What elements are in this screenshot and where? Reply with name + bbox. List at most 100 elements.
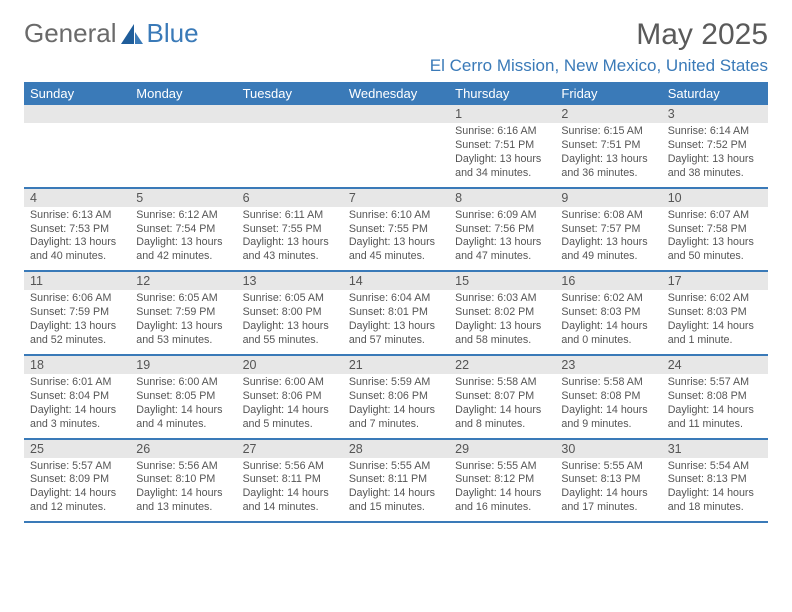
day-body: Sunrise: 6:04 AMSunset: 8:01 PMDaylight:… bbox=[343, 290, 449, 354]
sunset-text: Sunset: 8:11 PM bbox=[349, 473, 443, 487]
calendar-day-cell: 20Sunrise: 6:00 AMSunset: 8:06 PMDayligh… bbox=[237, 355, 343, 439]
calendar-day-cell: 1Sunrise: 6:16 AMSunset: 7:51 PMDaylight… bbox=[449, 105, 555, 188]
calendar-day-cell: 14Sunrise: 6:04 AMSunset: 8:01 PMDayligh… bbox=[343, 271, 449, 355]
day-body: Sunrise: 5:58 AMSunset: 8:07 PMDaylight:… bbox=[449, 374, 555, 438]
day-body bbox=[130, 123, 236, 183]
day-number: 31 bbox=[662, 440, 768, 458]
day-number: 9 bbox=[555, 189, 661, 207]
daylight-text: Daylight: 13 hours and 40 minutes. bbox=[30, 236, 124, 264]
daylight-text: Daylight: 14 hours and 1 minute. bbox=[668, 320, 762, 348]
sunrise-text: Sunrise: 5:57 AM bbox=[668, 376, 762, 390]
calendar-day-cell: 30Sunrise: 5:55 AMSunset: 8:13 PMDayligh… bbox=[555, 439, 661, 523]
day-number: 23 bbox=[555, 356, 661, 374]
daylight-text: Daylight: 14 hours and 13 minutes. bbox=[136, 487, 230, 515]
day-body: Sunrise: 6:02 AMSunset: 8:03 PMDaylight:… bbox=[555, 290, 661, 354]
day-number bbox=[130, 105, 236, 123]
sunrise-text: Sunrise: 6:02 AM bbox=[561, 292, 655, 306]
sunset-text: Sunset: 7:52 PM bbox=[668, 139, 762, 153]
daylight-text: Daylight: 13 hours and 47 minutes. bbox=[455, 236, 549, 264]
calendar-day-cell: 28Sunrise: 5:55 AMSunset: 8:11 PMDayligh… bbox=[343, 439, 449, 523]
day-number: 10 bbox=[662, 189, 768, 207]
sunrise-text: Sunrise: 5:55 AM bbox=[455, 460, 549, 474]
sunset-text: Sunset: 7:55 PM bbox=[349, 223, 443, 237]
calendar-day-cell: 11Sunrise: 6:06 AMSunset: 7:59 PMDayligh… bbox=[24, 271, 130, 355]
day-body: Sunrise: 5:54 AMSunset: 8:13 PMDaylight:… bbox=[662, 458, 768, 522]
day-body: Sunrise: 6:09 AMSunset: 7:56 PMDaylight:… bbox=[449, 207, 555, 271]
daylight-text: Daylight: 13 hours and 42 minutes. bbox=[136, 236, 230, 264]
sunset-text: Sunset: 7:56 PM bbox=[455, 223, 549, 237]
sunset-text: Sunset: 7:51 PM bbox=[561, 139, 655, 153]
day-body: Sunrise: 5:55 AMSunset: 8:13 PMDaylight:… bbox=[555, 458, 661, 522]
day-body: Sunrise: 6:00 AMSunset: 8:05 PMDaylight:… bbox=[130, 374, 236, 438]
calendar-day-cell: 10Sunrise: 6:07 AMSunset: 7:58 PMDayligh… bbox=[662, 188, 768, 272]
sunset-text: Sunset: 7:58 PM bbox=[668, 223, 762, 237]
day-number: 19 bbox=[130, 356, 236, 374]
sunrise-text: Sunrise: 5:58 AM bbox=[561, 376, 655, 390]
sunrise-text: Sunrise: 6:11 AM bbox=[243, 209, 337, 223]
sunrise-text: Sunrise: 6:14 AM bbox=[668, 125, 762, 139]
daylight-text: Daylight: 14 hours and 8 minutes. bbox=[455, 404, 549, 432]
calendar-day-cell: 23Sunrise: 5:58 AMSunset: 8:08 PMDayligh… bbox=[555, 355, 661, 439]
calendar-day-cell: 27Sunrise: 5:56 AMSunset: 8:11 PMDayligh… bbox=[237, 439, 343, 523]
sunrise-text: Sunrise: 6:00 AM bbox=[136, 376, 230, 390]
sunset-text: Sunset: 7:59 PM bbox=[136, 306, 230, 320]
col-saturday: Saturday bbox=[662, 82, 768, 105]
daylight-text: Daylight: 14 hours and 12 minutes. bbox=[30, 487, 124, 515]
calendar-day-cell bbox=[343, 105, 449, 188]
day-body: Sunrise: 6:05 AMSunset: 7:59 PMDaylight:… bbox=[130, 290, 236, 354]
logo-text-general: General bbox=[24, 18, 117, 49]
sunset-text: Sunset: 8:13 PM bbox=[668, 473, 762, 487]
col-thursday: Thursday bbox=[449, 82, 555, 105]
daylight-text: Daylight: 13 hours and 43 minutes. bbox=[243, 236, 337, 264]
calendar-day-cell: 19Sunrise: 6:00 AMSunset: 8:05 PMDayligh… bbox=[130, 355, 236, 439]
calendar-day-cell: 15Sunrise: 6:03 AMSunset: 8:02 PMDayligh… bbox=[449, 271, 555, 355]
day-body: Sunrise: 6:03 AMSunset: 8:02 PMDaylight:… bbox=[449, 290, 555, 354]
day-number: 15 bbox=[449, 272, 555, 290]
calendar-day-cell: 22Sunrise: 5:58 AMSunset: 8:07 PMDayligh… bbox=[449, 355, 555, 439]
day-number: 22 bbox=[449, 356, 555, 374]
col-tuesday: Tuesday bbox=[237, 82, 343, 105]
location-text: El Cerro Mission, New Mexico, United Sta… bbox=[430, 56, 768, 76]
calendar-day-cell bbox=[24, 105, 130, 188]
calendar-day-cell: 31Sunrise: 5:54 AMSunset: 8:13 PMDayligh… bbox=[662, 439, 768, 523]
day-body: Sunrise: 5:56 AMSunset: 8:10 PMDaylight:… bbox=[130, 458, 236, 522]
day-body: Sunrise: 5:56 AMSunset: 8:11 PMDaylight:… bbox=[237, 458, 343, 522]
day-number bbox=[237, 105, 343, 123]
sunrise-text: Sunrise: 6:12 AM bbox=[136, 209, 230, 223]
day-number: 27 bbox=[237, 440, 343, 458]
sunset-text: Sunset: 7:59 PM bbox=[30, 306, 124, 320]
day-body: Sunrise: 5:57 AMSunset: 8:09 PMDaylight:… bbox=[24, 458, 130, 522]
day-body: Sunrise: 6:11 AMSunset: 7:55 PMDaylight:… bbox=[237, 207, 343, 271]
daylight-text: Daylight: 13 hours and 55 minutes. bbox=[243, 320, 337, 348]
calendar-day-cell: 5Sunrise: 6:12 AMSunset: 7:54 PMDaylight… bbox=[130, 188, 236, 272]
day-number: 17 bbox=[662, 272, 768, 290]
day-number: 3 bbox=[662, 105, 768, 123]
daylight-text: Daylight: 14 hours and 15 minutes. bbox=[349, 487, 443, 515]
sunset-text: Sunset: 8:12 PM bbox=[455, 473, 549, 487]
calendar-day-cell: 9Sunrise: 6:08 AMSunset: 7:57 PMDaylight… bbox=[555, 188, 661, 272]
calendar-day-cell: 4Sunrise: 6:13 AMSunset: 7:53 PMDaylight… bbox=[24, 188, 130, 272]
day-body: Sunrise: 5:58 AMSunset: 8:08 PMDaylight:… bbox=[555, 374, 661, 438]
sunset-text: Sunset: 7:53 PM bbox=[30, 223, 124, 237]
daylight-text: Daylight: 14 hours and 9 minutes. bbox=[561, 404, 655, 432]
sunrise-text: Sunrise: 6:03 AM bbox=[455, 292, 549, 306]
daylight-text: Daylight: 13 hours and 34 minutes. bbox=[455, 153, 549, 181]
daylight-text: Daylight: 14 hours and 16 minutes. bbox=[455, 487, 549, 515]
daylight-text: Daylight: 13 hours and 52 minutes. bbox=[30, 320, 124, 348]
sunset-text: Sunset: 8:03 PM bbox=[668, 306, 762, 320]
day-number: 8 bbox=[449, 189, 555, 207]
sunrise-text: Sunrise: 6:08 AM bbox=[561, 209, 655, 223]
day-body: Sunrise: 6:13 AMSunset: 7:53 PMDaylight:… bbox=[24, 207, 130, 271]
daylight-text: Daylight: 13 hours and 50 minutes. bbox=[668, 236, 762, 264]
daylight-text: Daylight: 13 hours and 57 minutes. bbox=[349, 320, 443, 348]
day-number: 24 bbox=[662, 356, 768, 374]
weekday-header-row: Sunday Monday Tuesday Wednesday Thursday… bbox=[24, 82, 768, 105]
logo-text-blue: Blue bbox=[147, 18, 199, 49]
sunrise-text: Sunrise: 6:05 AM bbox=[243, 292, 337, 306]
day-body: Sunrise: 6:02 AMSunset: 8:03 PMDaylight:… bbox=[662, 290, 768, 354]
sunset-text: Sunset: 8:06 PM bbox=[349, 390, 443, 404]
daylight-text: Daylight: 13 hours and 38 minutes. bbox=[668, 153, 762, 181]
day-number: 6 bbox=[237, 189, 343, 207]
day-number: 20 bbox=[237, 356, 343, 374]
header: General Blue May 2025 El Cerro Mission, … bbox=[24, 18, 768, 76]
